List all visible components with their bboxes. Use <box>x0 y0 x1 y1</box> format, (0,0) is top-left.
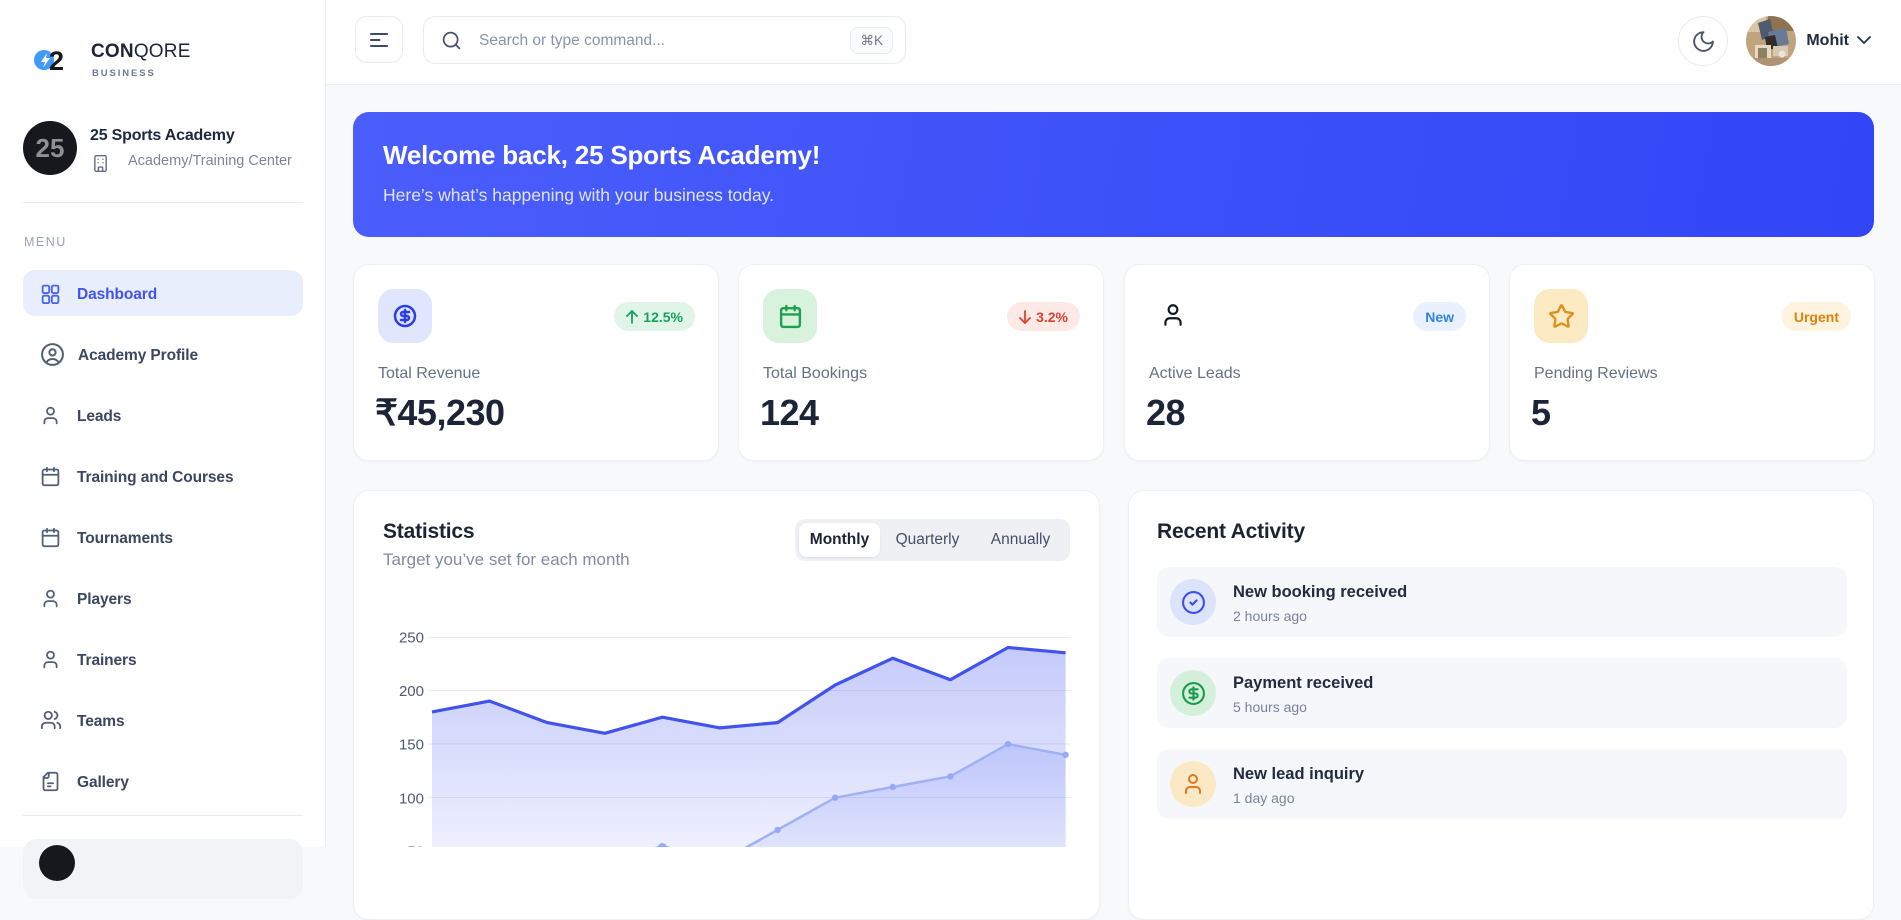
svg-text:50: 50 <box>407 843 424 847</box>
svg-text:150: 150 <box>399 736 424 753</box>
svg-text:100: 100 <box>399 790 424 807</box>
svg-text:2: 2 <box>49 46 64 74</box>
svg-text:250: 250 <box>399 629 424 646</box>
svg-text:200: 200 <box>399 683 424 700</box>
